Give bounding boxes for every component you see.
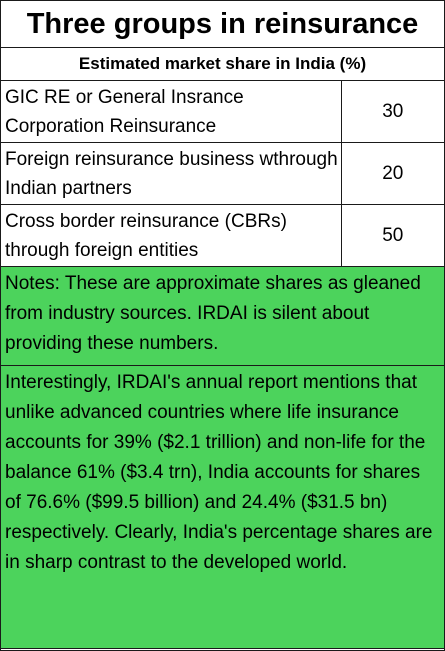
table-row: Cross border reinsurance (CBRs) through …: [1, 204, 444, 267]
notes-text: Notes: These are approximate shares as g…: [1, 266, 444, 366]
title-row: Three groups in reinsurance: [1, 1, 444, 48]
row-value-gic-re: 30: [340, 80, 444, 143]
table-row: Foreign reinsurance business wthrough In…: [1, 142, 444, 205]
row-value-foreign-reinsurance: 20: [340, 142, 444, 205]
row-label-foreign-reinsurance: Foreign reinsurance business wthrough In…: [1, 142, 342, 205]
notes-row: Notes: These are approximate shares as g…: [1, 266, 444, 366]
row-label-cross-border: Cross border reinsurance (CBRs) through …: [1, 204, 342, 267]
table-subtitle: Estimated market share in India (%): [1, 47, 444, 81]
subtitle-row: Estimated market share in India (%): [1, 47, 444, 81]
row-label-gic-re: GIC RE or General Insrance Corporation R…: [1, 80, 342, 143]
commentary-row: Interestingly, IRDAI's annual report men…: [1, 365, 444, 649]
commentary-text: Interestingly, IRDAI's annual report men…: [1, 365, 444, 649]
row-value-cross-border: 50: [340, 204, 444, 267]
table-row: GIC RE or General Insrance Corporation R…: [1, 80, 444, 143]
table-title: Three groups in reinsurance: [1, 1, 444, 48]
